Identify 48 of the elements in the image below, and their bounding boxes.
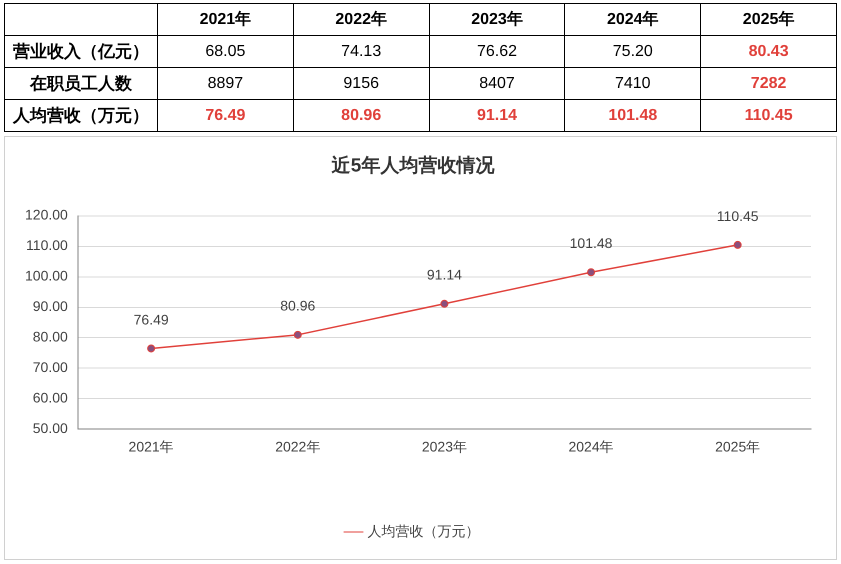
data-label: 8407 [429, 68, 565, 100]
data-label: 101.48 [564, 100, 701, 132]
y-tick-label: 120.00 [24, 206, 68, 223]
y-tick-label: 营业收入（亿元） [4, 36, 158, 68]
point [587, 268, 596, 276]
data-label: 110.45 [700, 100, 836, 132]
data-label: 75.20 [564, 36, 701, 68]
data-label: 7282 [700, 68, 836, 100]
x-tick-label: 2023年 [429, 4, 565, 36]
data-label: 9156 [293, 68, 430, 100]
x-tick-label: 2023年 [422, 438, 467, 454]
data-label: 91.14 [429, 100, 565, 132]
x-tick-label: 2022年 [293, 4, 430, 36]
data-label: 8897 [158, 68, 294, 100]
point [734, 240, 742, 249]
y-tick-label: 100.00 [24, 268, 68, 284]
point [440, 300, 448, 308]
x-tick-label: 2024年 [568, 438, 614, 454]
x-tick-label: 2025年 [715, 438, 760, 454]
chart-title: 近5年人均营收情况 [330, 154, 496, 177]
data-label: 76.49 [134, 311, 169, 328]
data-label: 80.96 [293, 100, 430, 132]
y-tick-label: 90.00 [32, 298, 68, 314]
x-tick-label: 2024年 [564, 4, 701, 36]
y-tick-label: 50.00 [32, 420, 68, 436]
point [147, 344, 156, 352]
data-label: 110.45 [716, 208, 759, 224]
x-tick-label: 2022年 [275, 438, 320, 454]
data-label: 74.13 [293, 36, 430, 68]
legend-label: 人均营收（万元） [368, 522, 480, 539]
y-tick-label: 80.00 [32, 328, 68, 345]
x-tick-label: 2021年 [128, 438, 174, 454]
y-tick-label: 70.00 [32, 359, 68, 376]
point [294, 330, 302, 339]
y-tick-label: 人均营收（万元） [4, 100, 158, 132]
data-label: 80.96 [280, 298, 316, 314]
data-label: 76.49 [158, 100, 294, 132]
data-label: 7410 [564, 68, 701, 100]
y-tick-label: 110.00 [26, 237, 68, 254]
x-tick-label: 2025年 [700, 4, 836, 36]
y-tick-label: 60.00 [32, 390, 68, 406]
data-label: 101.48 [570, 235, 613, 252]
data-label: 68.05 [158, 36, 294, 68]
data-label: 80.43 [700, 36, 836, 68]
data-label: 76.62 [429, 36, 565, 68]
y-tick-label: 在职员工人数 [4, 68, 158, 100]
data-label: 91.14 [426, 266, 462, 283]
x-tick-label: 2021年 [158, 4, 294, 36]
